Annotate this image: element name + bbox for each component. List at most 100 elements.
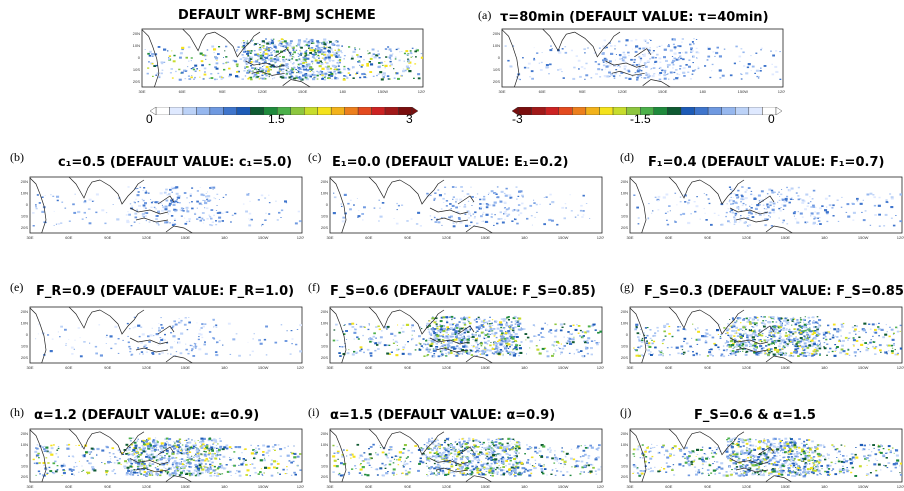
precip-cell xyxy=(205,195,208,198)
precip-cell xyxy=(644,327,647,329)
precip-cell xyxy=(117,197,121,200)
precip-cell xyxy=(333,65,336,68)
map-h: 20N 10N 0 10S 20S 30E 60E 90E 120E 150E 180 150W 120… xyxy=(18,428,304,491)
precip-cell xyxy=(561,206,565,209)
precip-cell xyxy=(174,442,176,444)
precip-cell xyxy=(409,52,412,54)
x-tick-label: 120E xyxy=(442,235,452,240)
precip-cell xyxy=(295,69,297,71)
precip-cell xyxy=(615,54,617,55)
precip-cell xyxy=(197,469,201,472)
precip-cell xyxy=(449,351,453,354)
precip-cell xyxy=(759,204,761,206)
precip-cell xyxy=(427,328,430,330)
precip-cell xyxy=(433,353,436,355)
precip-cell xyxy=(749,329,752,330)
precip-cell xyxy=(768,332,771,334)
precip-cell xyxy=(781,348,784,350)
precip-cell xyxy=(280,38,284,40)
precip-cell xyxy=(268,194,270,196)
precip-cell xyxy=(750,193,753,196)
precip-cell xyxy=(609,76,611,77)
precip-cell xyxy=(801,345,805,348)
precip-cell xyxy=(194,213,197,215)
precip-cell xyxy=(215,57,219,60)
precip-cell xyxy=(664,71,666,73)
precip-cell xyxy=(490,190,494,193)
precip-cell xyxy=(262,62,264,64)
precip-cell xyxy=(697,327,699,329)
precip-cell xyxy=(728,344,731,346)
precip-cell xyxy=(572,77,576,80)
precip-cell xyxy=(735,341,737,343)
precip-cell xyxy=(371,48,375,51)
precip-cell xyxy=(625,39,629,42)
precip-cell xyxy=(505,321,508,323)
y-tick-label: 20N xyxy=(621,309,628,314)
precip-cell xyxy=(775,325,778,328)
precip-cell xyxy=(344,324,346,326)
precip-cell xyxy=(717,214,720,216)
precip-cell xyxy=(433,215,436,217)
precip-cell xyxy=(466,210,470,213)
precip-cell xyxy=(509,343,513,346)
precip-cell xyxy=(295,75,298,77)
precip-cell xyxy=(743,318,746,320)
precip-cell xyxy=(373,342,375,343)
precip-cell xyxy=(813,343,816,345)
precip-cell xyxy=(697,330,700,333)
precip-cell xyxy=(166,342,169,344)
precip-cell xyxy=(785,332,787,334)
precip-cell xyxy=(796,341,800,344)
precip-cell xyxy=(149,51,152,54)
precip-cell xyxy=(675,69,678,71)
precip-cell xyxy=(337,63,340,65)
x-tick-label: 60E xyxy=(65,235,72,240)
precip-cell xyxy=(780,324,783,327)
precip-cell xyxy=(251,67,254,69)
precip-cell xyxy=(348,349,350,351)
precip-cell xyxy=(549,49,553,52)
precip-cell xyxy=(262,66,264,67)
precip-cell xyxy=(331,78,333,80)
precip-cell xyxy=(293,51,296,54)
precip-cell xyxy=(171,327,174,329)
precip-cell xyxy=(640,341,644,343)
precip-cell xyxy=(480,320,484,323)
precip-cell xyxy=(440,342,443,344)
precip-cell xyxy=(502,343,504,345)
precip-cell xyxy=(308,39,312,42)
precip-cell xyxy=(223,68,226,71)
precip-cell xyxy=(209,199,212,202)
precip-cell xyxy=(275,50,279,53)
precip-cell xyxy=(366,348,370,351)
precip-cell xyxy=(435,317,438,320)
precip-cell xyxy=(440,346,442,348)
precip-cell xyxy=(669,71,673,74)
precip-cell xyxy=(773,326,776,329)
precip-cell xyxy=(338,61,341,64)
precip-cell xyxy=(485,321,489,324)
precip-cell xyxy=(834,335,837,337)
precip-cell xyxy=(153,65,157,67)
precip-cell xyxy=(296,464,299,467)
precip-cell xyxy=(656,326,659,329)
precip-cell xyxy=(486,203,490,206)
precip-cell xyxy=(167,442,169,444)
precip-cell xyxy=(393,218,395,219)
precip-cell xyxy=(679,201,682,203)
precip-cell xyxy=(411,337,414,340)
precip-cell xyxy=(745,317,748,320)
precip-cell xyxy=(327,56,331,59)
precip-cell xyxy=(601,52,605,55)
precip-cell xyxy=(323,76,326,79)
precip-cell xyxy=(784,324,787,326)
precip-cell xyxy=(228,67,231,70)
precip-cell xyxy=(813,351,816,353)
precip-cell xyxy=(95,211,98,214)
precip-cell xyxy=(392,342,395,344)
precip-cell xyxy=(864,210,867,212)
precip-cell xyxy=(197,472,199,474)
precip-cell xyxy=(136,208,138,210)
precip-cell xyxy=(773,205,775,207)
